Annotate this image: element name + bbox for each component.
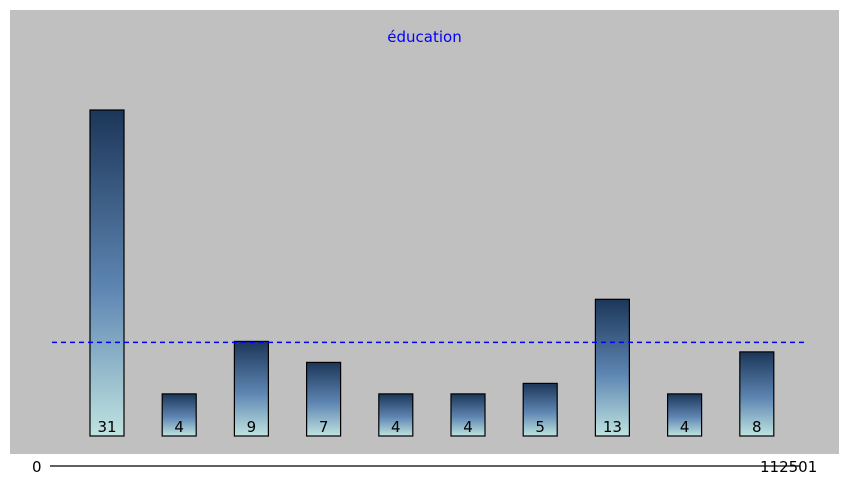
x-axis-max-label: 112501: [760, 458, 817, 476]
bar: [594, 298, 631, 437]
bar-value-label: 7: [319, 418, 329, 436]
bar: [161, 393, 197, 437]
bar-value-label: 8: [752, 418, 762, 436]
bar: [306, 361, 342, 437]
bar: [666, 393, 703, 437]
bar: [89, 109, 125, 437]
bar-value-label: 31: [97, 418, 116, 436]
bar-value-label: 4: [463, 418, 473, 436]
bar-value-label: 5: [535, 418, 545, 436]
x-axis-min-label: 0: [32, 458, 42, 476]
bar: [233, 340, 269, 437]
bar: [522, 382, 558, 437]
bar: [450, 393, 486, 437]
chart-panel: [10, 10, 839, 454]
bar-value-label: 13: [603, 418, 622, 436]
chart-title: éducation: [387, 28, 462, 46]
bar-value-label: 9: [247, 418, 257, 436]
bar: [739, 351, 775, 437]
bar-value-label: 4: [680, 418, 690, 436]
bar-value-label: 4: [391, 418, 401, 436]
bar: [378, 393, 414, 437]
bar-value-label: 4: [174, 418, 184, 436]
